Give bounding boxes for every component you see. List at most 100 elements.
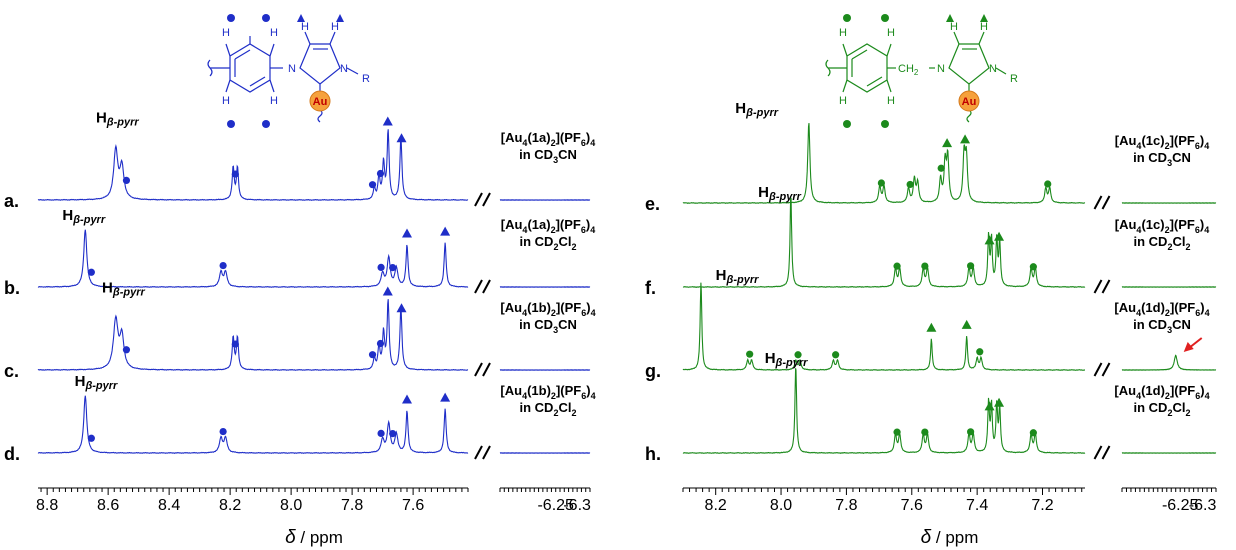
circle-marker [967,262,975,270]
compound-label: [Au4(1b)2](PF6)4 [500,300,595,318]
structure-label-h5: H [301,21,309,33]
spectrum-row-d: Hβ-pyrr d. [Au4(1b)2](PF6)4in CD2Cl2 [4,373,596,464]
row-label: b. [4,278,20,298]
triangle-marker [402,228,413,238]
phenyl-imidazolylidene-structure [207,31,359,123]
h-beta-pyrr-label: Hβ-pyrr [735,100,778,119]
compound-label: [Au4(1d)2](PF6)4 [1114,383,1209,401]
compound-label: [Au4(1a)2](PF6)4 [501,130,595,148]
triangle-marker [396,133,407,143]
tick-label: -6.25 [537,497,574,514]
triangle-marker [382,286,393,296]
tick-label: -6.3 [563,497,591,514]
spectrum-trace [682,197,1086,288]
circle-marker [937,164,945,172]
h-beta-pyrr-label: Hβ-pyrr [102,279,145,298]
structure-markers-left [227,14,344,128]
triangle-marker [382,116,393,126]
h-beta-pyrr-label: Hβ-pyrr [758,184,801,203]
circle-marker [967,428,975,436]
circle-marker [921,262,929,270]
triangle-marker [942,138,953,148]
triangle-marker [994,397,1005,407]
axis-break-mark [1101,279,1111,294]
circle-marker [231,340,239,348]
axis-break-mark [1101,445,1111,460]
structure-label-r: R [362,73,370,85]
circle-marker [376,339,385,348]
circle-marker [976,348,984,356]
axis-break-mark [482,362,491,377]
tick-label: 7.8 [835,497,857,514]
spectrum-row-e: Hβ-pyrr e. [Au4(1c)2](PF6)4in CD3CN [645,100,1217,214]
circle-marker [377,429,385,437]
axis-break-mark [474,192,483,207]
triangle-marker [396,303,407,313]
gold-atom-icon [309,90,331,112]
triangle-marker [961,319,972,329]
h-beta-pyrr-label: Hβ-pyrr [75,373,118,392]
compound-label: [Au4(1c)2](PF6)4 [1115,133,1209,151]
structure-label-au: Au [962,96,977,108]
structure-label-h2: H [270,27,278,39]
circle-marker [122,346,131,354]
structure-label-ch2: CH2 [898,63,919,77]
circle-marker [376,169,385,178]
row-label: h. [645,444,661,464]
tick-label: -6.3 [1189,497,1217,514]
circle-marker [389,429,397,438]
spectrum-row-g: Hβ-pyrr g. [Au4(1d)2](PF6)4in CD3CN [645,267,1217,381]
h-beta-pyrr-label: Hβ-pyrr [96,109,139,128]
spectrum-trace [37,129,469,201]
triangle-marker [440,392,451,402]
spectrum-trace [682,368,1086,454]
axis-break-mark [1093,445,1103,460]
tick-label: 7.6 [402,497,424,514]
axis-break-mark [1093,279,1103,294]
axis-break-mark [1101,362,1111,377]
circle-marker [1029,263,1037,271]
spectrum-row-h: Hβ-pyrr h. [Au4(1d)2](PF6)4in CD2Cl2 [645,350,1217,464]
structure-label-h4: H [270,95,278,107]
circle-marker [893,262,901,270]
circle-marker [1029,429,1037,437]
axis-break-mark [1101,195,1111,210]
solvent-label: in CD2Cl2 [520,400,577,418]
tick-label: 8.2 [219,497,241,514]
spectrum-row-a: Hβ-pyrr a. [Au4(1a)2](PF6)4in CD3CN [4,109,595,211]
compound-label: [Au4(1b)2](PF6)4 [500,383,595,401]
row-label: e. [645,194,660,214]
spectrum-row-b: Hβ-pyrr b. [Au4(1a)2](PF6)4in CD2Cl2 [4,207,595,298]
circle-marker [377,263,385,271]
circle-marker [87,434,95,442]
gold-atom-icon [958,90,980,112]
structure-label-h3: H [839,95,847,107]
circle-marker [906,180,914,189]
compound-label: [Au4(1d)2](PF6)4 [1114,300,1209,318]
circle-marker [368,181,377,189]
compound-label: [Au4(1a)2](PF6)4 [501,217,595,235]
circle-marker [87,268,95,276]
solvent-label: in CD2Cl2 [1134,234,1191,252]
tick-label: -6.25 [1162,497,1199,514]
spectrum-trace [37,395,469,454]
compound-label: [Au4(1c)2](PF6)4 [1115,217,1209,235]
tick-label: 8.8 [36,497,58,514]
circle-marker [794,351,802,359]
structure-label-n1: N [937,63,945,75]
tick-label: 7.6 [901,497,923,514]
circle-marker [219,427,227,436]
x-axis-label: δ / ppm [285,527,343,548]
tick-label: 8.0 [280,497,302,514]
tick-label: 8.6 [97,497,119,514]
structure-label-h6: H [980,21,988,33]
circle-marker [893,428,901,436]
structure-markers-right [843,14,988,128]
structure-label-n2: N [989,63,997,75]
solvent-label: in CD3CN [519,147,577,165]
triangle-marker [440,226,451,236]
axis-break-mark [482,279,491,294]
solvent-label: in CD2Cl2 [520,234,577,252]
circle-marker [921,428,929,436]
row-label: f. [645,278,656,298]
